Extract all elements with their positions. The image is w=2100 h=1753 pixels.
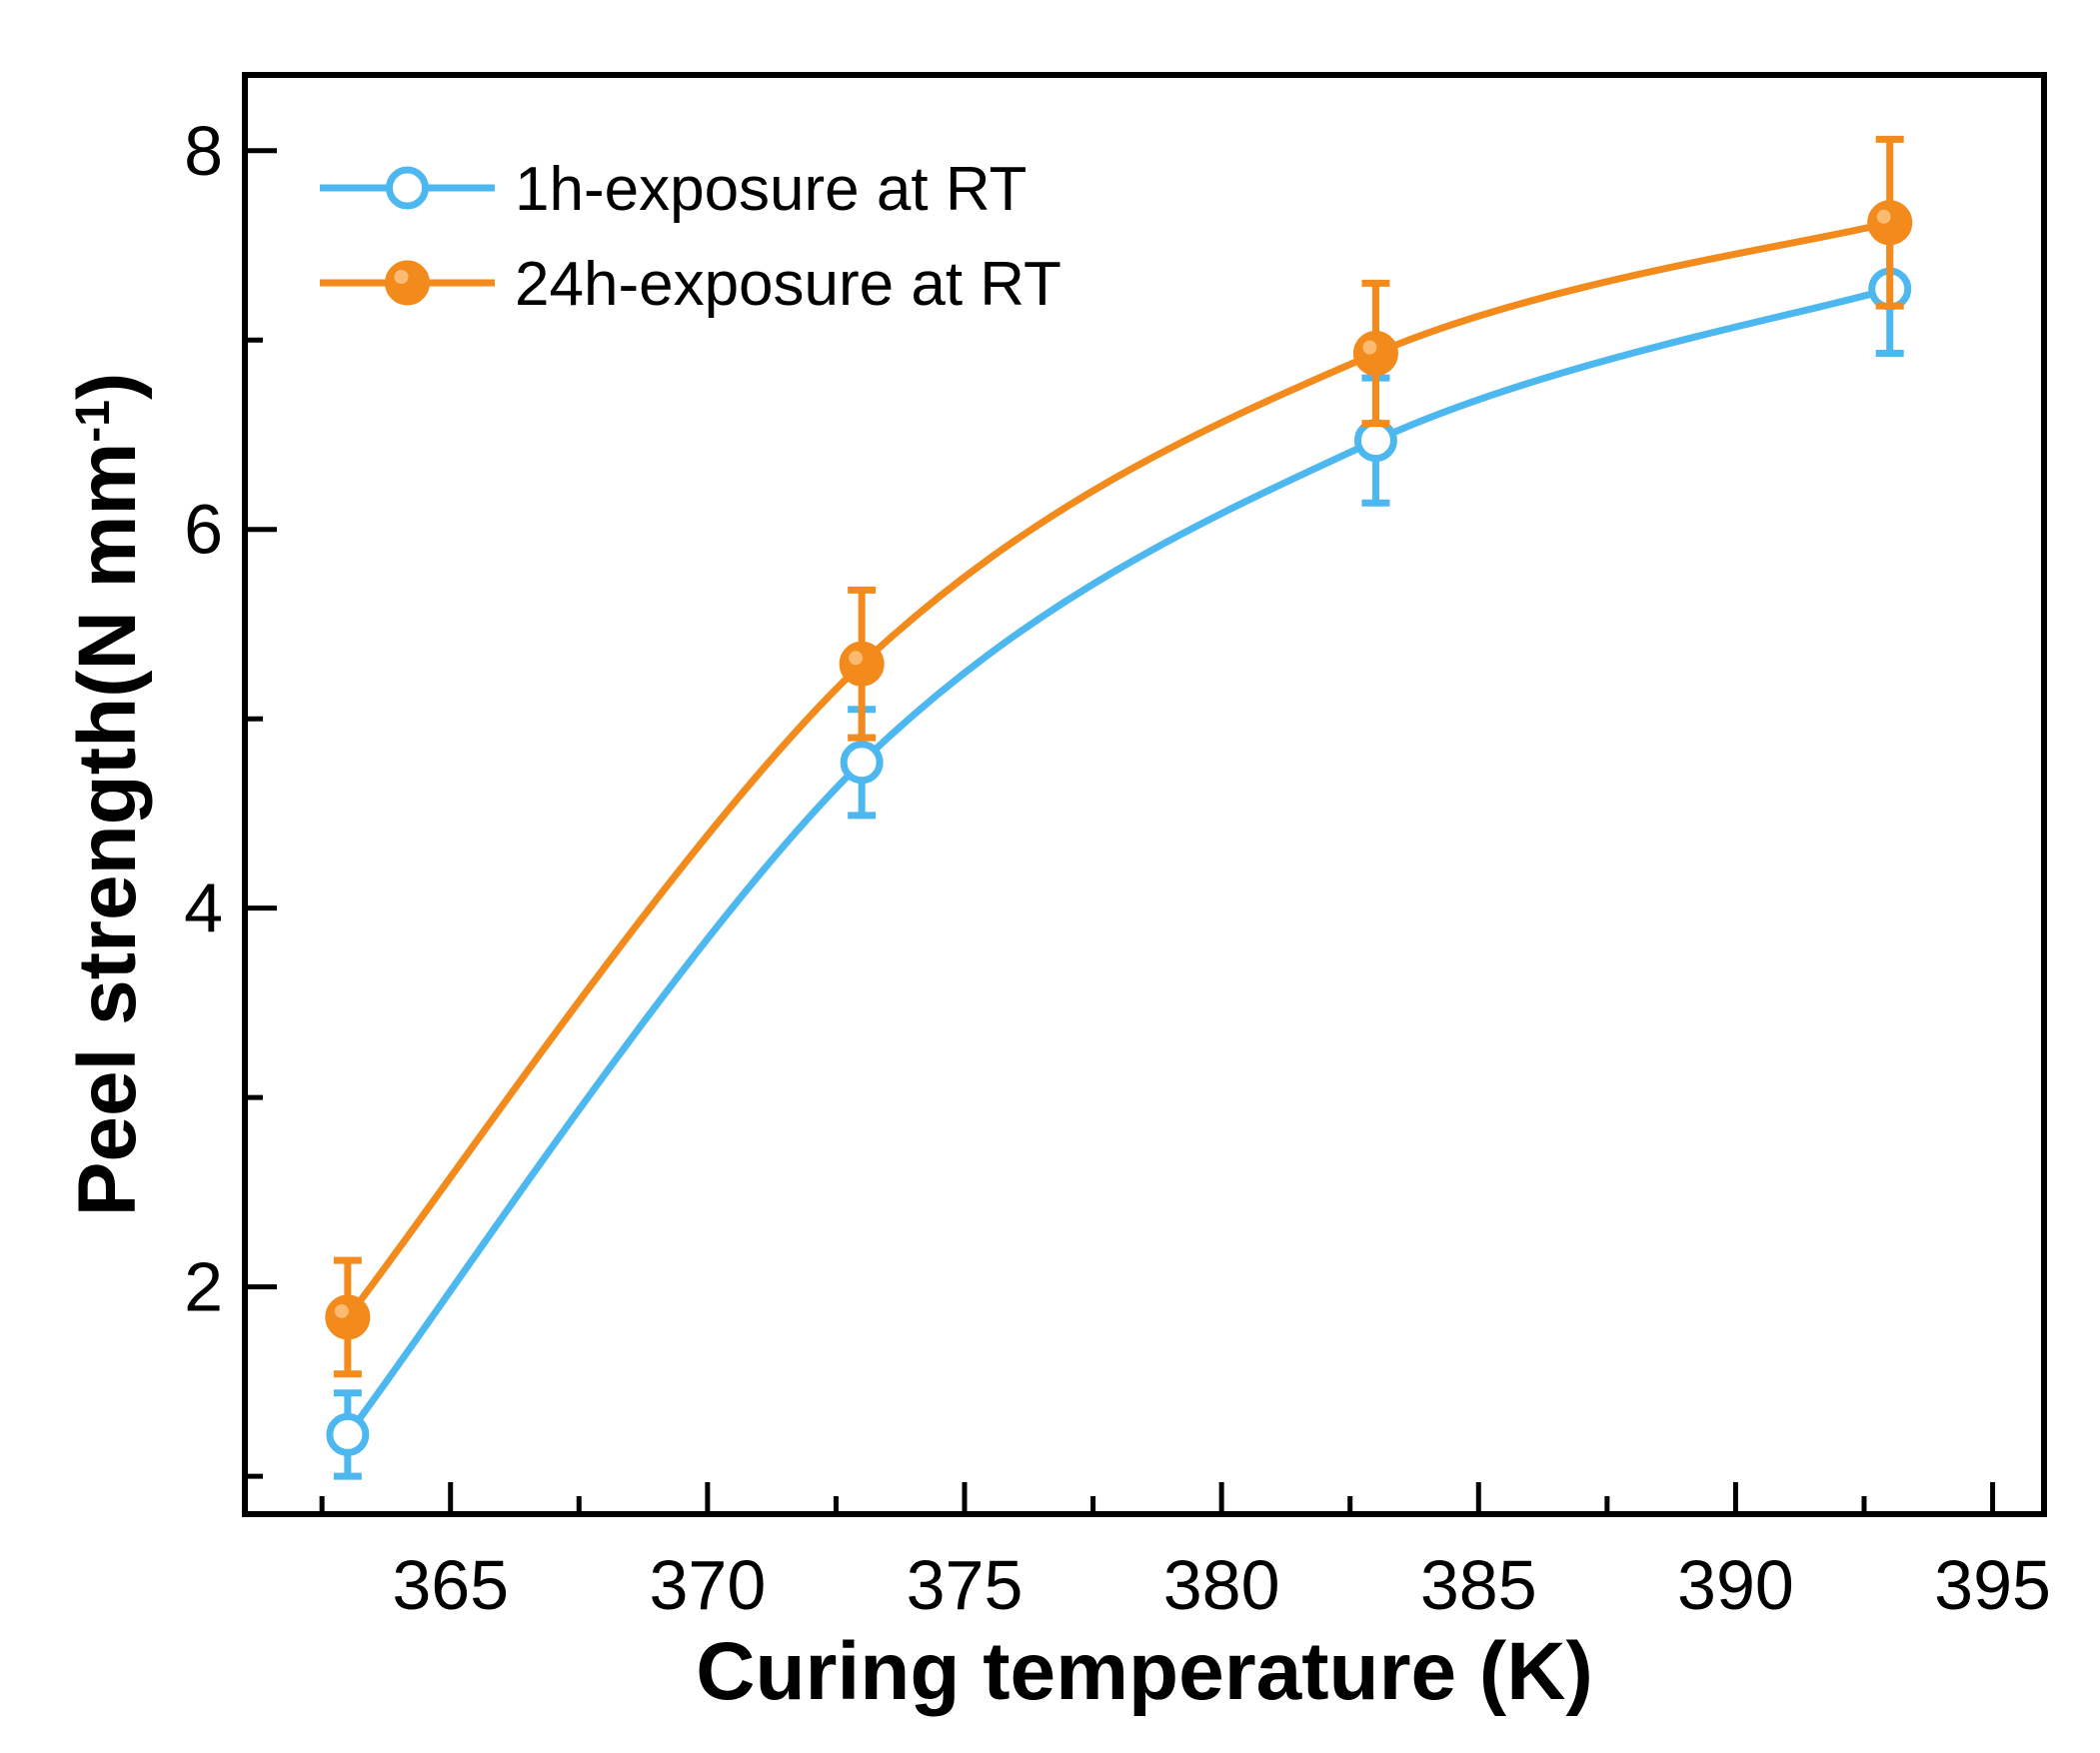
y-tick-label: 2 xyxy=(184,1248,223,1326)
y-axis-title-superscript: -1 xyxy=(67,400,120,443)
y-axis-title-close: ) xyxy=(62,373,153,400)
legend-marker xyxy=(385,260,430,306)
plot-frame xyxy=(242,72,2047,1517)
legend-marker-highlight xyxy=(394,270,409,284)
data-point xyxy=(1867,200,1913,246)
x-tick-label: 370 xyxy=(649,1546,766,1624)
data-point-highlight xyxy=(849,651,864,666)
legend-label: 1h-exposure at RT xyxy=(515,155,1027,224)
series-1 xyxy=(326,221,1912,1480)
legend-marker xyxy=(386,166,429,210)
data-point xyxy=(325,1294,371,1340)
data-point xyxy=(1353,419,1397,463)
x-axis-title: Curing temperature (K) xyxy=(696,1626,1593,1717)
plot-area xyxy=(325,135,1913,1480)
x-tick-label: 390 xyxy=(1677,1546,1794,1624)
y-tick-label: 4 xyxy=(184,870,223,947)
series-line xyxy=(344,219,1894,1321)
series-2 xyxy=(325,135,1913,1378)
data-point-highlight xyxy=(1362,340,1377,355)
x-tick-label: 380 xyxy=(1163,1546,1280,1624)
x-tick-label: 365 xyxy=(392,1546,509,1624)
y-axis-title-main: Peel strength(N mm xyxy=(62,443,153,1217)
y-tick-label: 6 xyxy=(184,491,223,569)
legend: 1h-exposure at RT 24h-exposure at RT xyxy=(320,155,1061,319)
axes: 365 370 375 380 385 390 395 2 4 6 8 xyxy=(184,112,2051,1624)
data-point-highlight xyxy=(334,1303,349,1318)
legend-label: 24h-exposure at RT xyxy=(515,250,1061,319)
x-tick-label: 375 xyxy=(907,1546,1024,1624)
y-axis-title: Peel strength(N mm-1) xyxy=(62,373,153,1217)
data-point xyxy=(840,741,884,785)
data-point xyxy=(839,641,885,687)
x-tick-label: 385 xyxy=(1420,1546,1537,1624)
x-tick-label: 395 xyxy=(1934,1546,2051,1624)
y-tick-label: 8 xyxy=(184,112,223,190)
data-point xyxy=(1352,331,1398,377)
data-point xyxy=(326,1412,370,1456)
series-line xyxy=(344,285,1894,1438)
data-point-highlight xyxy=(1876,209,1891,224)
